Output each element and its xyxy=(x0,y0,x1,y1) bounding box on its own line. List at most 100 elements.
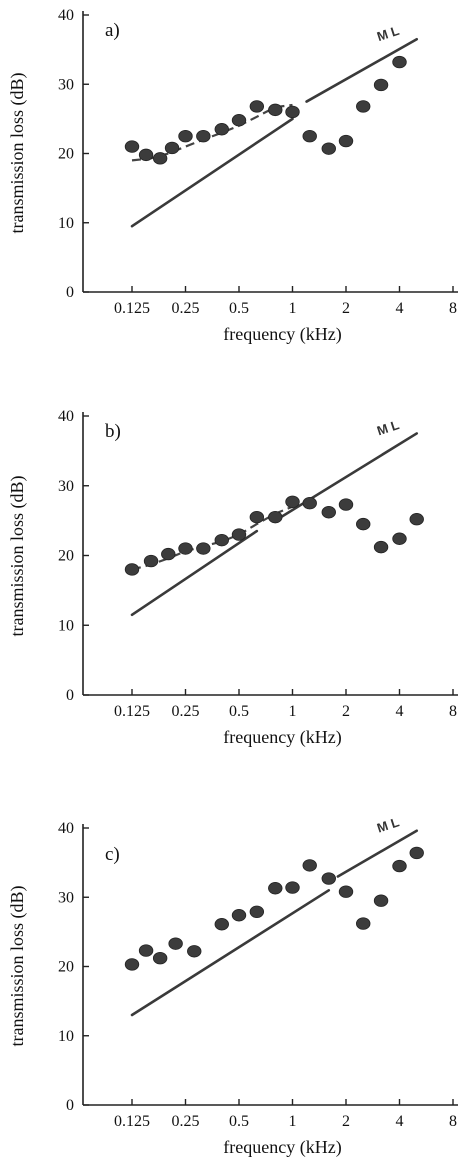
mass-law-line xyxy=(130,529,259,617)
y-tick-label: 10 xyxy=(58,1028,74,1045)
x-tick-label: 0.25 xyxy=(172,1113,200,1130)
data-point xyxy=(214,918,229,931)
x-tick-label: 0.125 xyxy=(114,1113,150,1130)
y-tick-label: 40 xyxy=(58,820,74,837)
y-axis-label: transmission loss (dB) xyxy=(7,885,28,1046)
x-tick-label: 2 xyxy=(342,703,350,720)
y-tick-label: 20 xyxy=(58,548,74,565)
mass-law-line xyxy=(130,117,294,228)
chart-panel-3: 0 10 20 30 40 0.125 0.25 0.5 1 2 4 8 frequency (kHz)… xyxy=(7,814,458,1158)
data-point xyxy=(302,129,317,143)
mass-law-label: M L xyxy=(375,814,401,835)
data-point xyxy=(214,123,229,136)
x-tick-label: 4 xyxy=(396,300,404,317)
x-tick-label: 4 xyxy=(396,1113,404,1130)
y-tick-label: 20 xyxy=(58,146,74,163)
y-tick-label: 10 xyxy=(58,215,74,232)
x-tick-label: 0.25 xyxy=(172,300,200,317)
x-tick-label: 1 xyxy=(289,703,297,720)
y-tick-label: 30 xyxy=(58,889,74,906)
data-point xyxy=(249,100,265,113)
data-point xyxy=(338,134,354,148)
x-tick-label: 0.125 xyxy=(114,300,150,317)
data-point xyxy=(168,937,183,950)
data-point xyxy=(373,540,389,554)
y-axis-label: transmission loss (dB) xyxy=(7,475,28,636)
x-tick-label: 2 xyxy=(342,300,350,317)
data-point xyxy=(231,528,247,541)
data-point xyxy=(285,495,300,508)
data-point xyxy=(124,140,140,153)
x-tick-label: 0.125 xyxy=(114,703,150,720)
data-point xyxy=(164,141,180,155)
x-tick-label: 8 xyxy=(449,300,457,317)
data-point xyxy=(268,882,283,895)
dashed-fit-curve xyxy=(131,103,293,162)
mass-law-label: M L xyxy=(375,417,401,438)
panel-label: a) xyxy=(105,20,120,41)
y-tick-label: 0 xyxy=(66,1097,74,1114)
y-tick-label: 0 xyxy=(66,687,74,704)
data-point xyxy=(338,885,354,898)
data-point xyxy=(409,846,424,860)
data-point xyxy=(392,859,407,873)
x-tick-label: 0.25 xyxy=(172,703,200,720)
data-point xyxy=(321,872,336,885)
y-tick-label: 40 xyxy=(58,7,74,24)
data-point xyxy=(138,148,154,162)
x-tick-label: 0.5 xyxy=(229,1113,249,1130)
mass-law-line xyxy=(336,829,419,878)
data-point xyxy=(178,129,193,143)
y-tick-label: 30 xyxy=(58,478,74,495)
x-tick-label: 8 xyxy=(449,1113,457,1130)
y-tick-label: 40 xyxy=(58,408,74,425)
x-tick-label: 4 xyxy=(396,703,404,720)
x-tick-label: 8 xyxy=(449,703,457,720)
data-point xyxy=(268,103,283,117)
data-point xyxy=(373,894,389,907)
y-tick-label: 0 xyxy=(66,284,74,301)
y-tick-label: 10 xyxy=(58,617,74,634)
data-point xyxy=(152,951,168,965)
x-axis-label: frequency (kHz) xyxy=(223,1137,341,1158)
mass-law-line xyxy=(305,37,419,103)
data-point xyxy=(124,563,140,576)
data-point xyxy=(152,152,168,165)
data-point xyxy=(285,881,300,894)
data-point xyxy=(249,510,265,524)
data-point xyxy=(231,909,247,922)
mass-law-line xyxy=(130,889,331,1017)
data-point xyxy=(338,498,354,511)
data-point xyxy=(321,506,336,519)
y-tick-label: 20 xyxy=(58,959,74,976)
data-point xyxy=(392,55,407,69)
data-point xyxy=(161,547,176,561)
data-point xyxy=(268,510,283,524)
data-point xyxy=(187,945,202,958)
data-point xyxy=(138,944,154,957)
mass-law-label: M L xyxy=(375,23,401,44)
x-axis-label: frequency (kHz) xyxy=(223,324,341,345)
data-point xyxy=(302,859,317,872)
data-point xyxy=(196,129,211,143)
data-point xyxy=(143,554,159,568)
data-point xyxy=(214,533,229,547)
data-point xyxy=(124,958,140,971)
data-point xyxy=(231,114,247,127)
y-axis-label: transmission loss (dB) xyxy=(7,72,28,233)
x-tick-label: 2 xyxy=(342,1113,350,1130)
data-point xyxy=(356,917,371,930)
panel-label: c) xyxy=(105,844,120,865)
data-point xyxy=(196,542,211,555)
dashed-fit-curve xyxy=(131,505,293,571)
data-point xyxy=(409,513,424,526)
x-axis-label: frequency (kHz) xyxy=(223,727,341,748)
y-tick-label: 30 xyxy=(58,76,74,93)
data-point xyxy=(392,532,407,545)
x-tick-label: 0.5 xyxy=(229,300,249,317)
mass-law-line xyxy=(273,432,419,522)
chart-panel-2: 0 10 20 30 40 0.125 0.25 0.5 1 2 4 8 frequency (kHz)… xyxy=(7,408,458,748)
data-point xyxy=(302,496,317,510)
data-point xyxy=(356,517,371,531)
